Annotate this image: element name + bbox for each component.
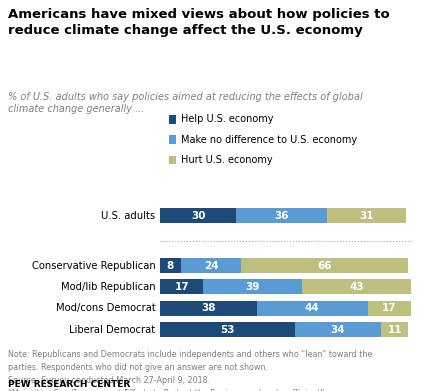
Bar <box>160 208 236 223</box>
Text: Help U.S. economy: Help U.S. economy <box>181 114 274 124</box>
Bar <box>381 322 408 337</box>
Bar <box>257 301 368 316</box>
Text: 30: 30 <box>191 211 206 221</box>
Text: 44: 44 <box>305 303 319 313</box>
Text: “Majorities See Government Efforts to Protect the Environment as Insufficient”: “Majorities See Government Efforts to Pr… <box>8 389 325 391</box>
Text: 36: 36 <box>275 211 289 221</box>
Bar <box>241 258 408 273</box>
Bar <box>160 280 203 294</box>
Text: 17: 17 <box>175 282 189 292</box>
Bar <box>236 208 327 223</box>
Text: U.S. adults: U.S. adults <box>101 211 155 221</box>
Text: 66: 66 <box>318 260 332 271</box>
Text: 11: 11 <box>387 325 402 335</box>
Text: 34: 34 <box>330 325 345 335</box>
Bar <box>368 301 411 316</box>
Text: 24: 24 <box>204 260 218 271</box>
Bar <box>181 258 241 273</box>
Text: Americans have mixed views about how policies to
reduce climate change affect th: Americans have mixed views about how pol… <box>8 8 390 37</box>
Text: Note: Republicans and Democrats include independents and others who “lean” towar: Note: Republicans and Democrats include … <box>8 350 373 359</box>
Text: 43: 43 <box>349 282 364 292</box>
Text: 38: 38 <box>201 303 216 313</box>
Bar <box>160 258 181 273</box>
Text: 31: 31 <box>360 211 374 221</box>
Text: Liberal Democrat: Liberal Democrat <box>69 325 155 335</box>
Text: 39: 39 <box>246 282 260 292</box>
Text: Mod/lib Republican: Mod/lib Republican <box>61 282 155 292</box>
Text: % of U.S. adults who say policies aimed at reducing the effects of global
climat: % of U.S. adults who say policies aimed … <box>8 92 363 114</box>
Bar <box>203 280 302 294</box>
Bar <box>160 322 295 337</box>
Text: 53: 53 <box>220 325 235 335</box>
Text: Hurt U.S. economy: Hurt U.S. economy <box>181 155 273 165</box>
Text: Conservative Republican: Conservative Republican <box>32 260 155 271</box>
Bar <box>302 280 411 294</box>
Text: PEW RESEARCH CENTER: PEW RESEARCH CENTER <box>8 380 131 389</box>
Text: 8: 8 <box>167 260 174 271</box>
Bar <box>160 301 257 316</box>
Text: Make no difference to U.S. economy: Make no difference to U.S. economy <box>181 135 357 145</box>
Text: parties. Respondents who did not give an answer are not shown.: parties. Respondents who did not give an… <box>8 363 268 372</box>
Text: Mod/cons Democrat: Mod/cons Democrat <box>56 303 155 313</box>
Text: Source: Survey conducted March 27-April 9, 2018.: Source: Survey conducted March 27-April … <box>8 376 211 385</box>
Bar <box>295 322 381 337</box>
Text: 17: 17 <box>382 303 397 313</box>
Bar <box>327 208 406 223</box>
